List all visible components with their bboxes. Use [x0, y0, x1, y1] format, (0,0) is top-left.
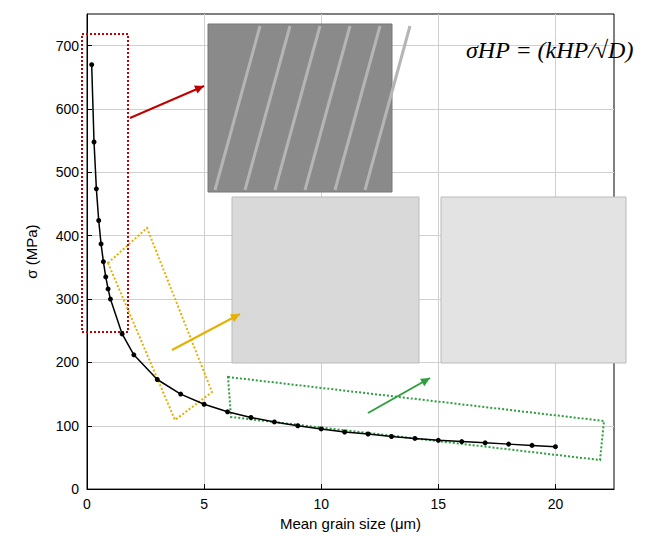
svg-text:500: 500: [56, 164, 80, 180]
svg-text:400: 400: [56, 228, 80, 244]
svg-text:200: 200: [56, 354, 80, 370]
svg-text:100: 100: [56, 418, 80, 434]
svg-text:Mean grain size (μm): Mean grain size (μm): [280, 515, 421, 532]
svg-text:15: 15: [431, 496, 447, 512]
svg-text:300: 300: [56, 291, 80, 307]
svg-text:σHP = (kHP/√D): σHP = (kHP/√D): [466, 37, 633, 63]
svg-text:600: 600: [56, 101, 80, 117]
svg-text:5: 5: [200, 496, 208, 512]
svg-text:700: 700: [56, 38, 80, 54]
svg-text:σ (MPa): σ (MPa): [23, 224, 40, 278]
svg-text:0: 0: [71, 481, 79, 497]
svg-text:10: 10: [313, 496, 329, 512]
svg-text:20: 20: [548, 496, 564, 512]
svg-text:0: 0: [83, 496, 91, 512]
